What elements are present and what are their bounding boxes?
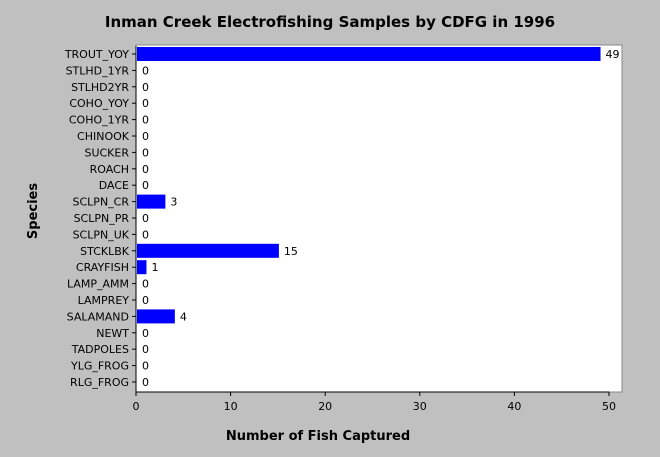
- y-tick-label: CRAYFISH: [76, 261, 129, 274]
- data-label: 0: [142, 114, 149, 127]
- data-label: 0: [142, 343, 149, 356]
- data-label: 15: [284, 245, 298, 258]
- x-tick-label: 30: [413, 400, 427, 413]
- data-label: 0: [142, 81, 149, 94]
- x-tick-label: 20: [318, 400, 332, 413]
- y-tick-label: LAMPREY: [78, 294, 130, 307]
- x-tick-label: 0: [133, 400, 140, 413]
- y-tick-label: RLG_FROG: [70, 376, 129, 389]
- data-label: 0: [142, 327, 149, 340]
- y-tick-label: SUCKER: [84, 146, 129, 159]
- data-label: 0: [142, 179, 149, 192]
- bar: [137, 47, 601, 61]
- data-label: 0: [142, 228, 149, 241]
- y-tick-label: SCLPN_PR: [74, 212, 130, 225]
- data-label: 0: [142, 97, 149, 110]
- y-tick-label: ROACH: [90, 163, 129, 176]
- y-tick-label: COHO_YOY: [69, 97, 129, 110]
- data-label: 0: [142, 294, 149, 307]
- y-tick-label: SCLPN_UK: [73, 228, 130, 241]
- bar: [137, 260, 147, 275]
- y-tick-label: LAMP_AMM: [67, 278, 129, 291]
- data-label: 0: [142, 64, 149, 77]
- y-tick-label: SCLPN_CR: [73, 196, 130, 209]
- data-label: 0: [142, 360, 149, 373]
- y-axis-title: Species: [26, 183, 41, 239]
- y-tick-label: CHINOOK: [77, 130, 130, 143]
- data-label: 49: [606, 48, 620, 61]
- y-tick-label: YLG_FROG: [70, 360, 129, 373]
- data-label: 0: [142, 212, 149, 225]
- y-tick-label: SALAMAND: [67, 310, 129, 323]
- data-label: 1: [151, 261, 158, 274]
- data-label: 4: [180, 310, 187, 323]
- x-tick-label: 50: [602, 400, 616, 413]
- y-tick-label: STCKLBK: [80, 245, 130, 258]
- y-tick-label: NEWT: [96, 327, 129, 340]
- y-tick-label: STLHD_1YR: [66, 64, 130, 77]
- bar: [137, 243, 279, 258]
- data-label: 0: [142, 163, 149, 176]
- y-tick-label: DACE: [99, 179, 129, 192]
- data-label: 3: [170, 196, 177, 209]
- y-tick-label: COHO_1YR: [69, 114, 129, 127]
- bar: [137, 309, 175, 324]
- data-label: 0: [142, 130, 149, 143]
- data-label: 0: [142, 376, 149, 389]
- y-tick-label: STLHD2YR: [71, 81, 129, 94]
- plot-area: [135, 44, 623, 393]
- y-tick-label: TADPOLES: [71, 343, 129, 356]
- x-axis-title: Number of Fish Captured: [226, 429, 410, 444]
- data-label: 0: [142, 146, 149, 159]
- x-tick-label: 40: [507, 400, 521, 413]
- chart-title: Inman Creek Electrofishing Samples by CD…: [105, 13, 555, 31]
- bar: [137, 194, 166, 209]
- y-tick-label: TROUT_YOY: [64, 48, 129, 61]
- data-label: 0: [142, 278, 149, 291]
- x-tick-label: 10: [224, 400, 238, 413]
